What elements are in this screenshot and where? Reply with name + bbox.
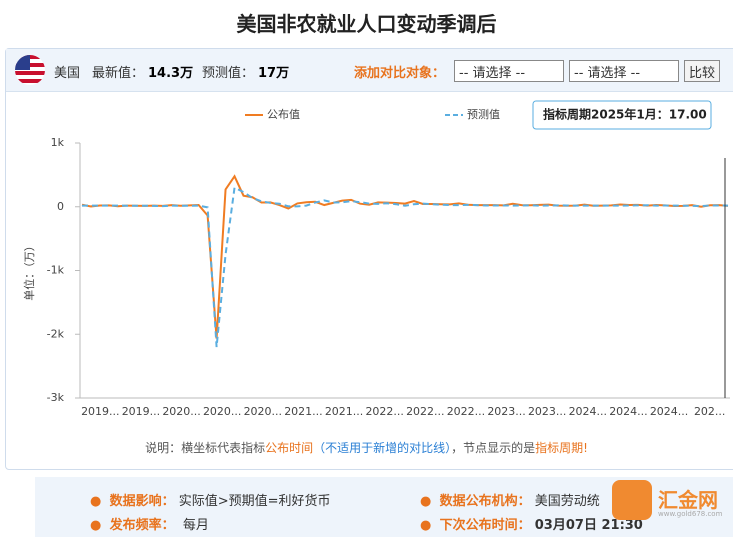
y-tick-label: 1k xyxy=(51,136,65,149)
compare-label: 添加对比对象： xyxy=(354,66,446,81)
x-tick-label: 2019... xyxy=(81,405,119,418)
data-line xyxy=(81,186,729,348)
note-text: 公布时间 xyxy=(265,441,314,455)
panel xyxy=(5,48,733,470)
y-tick-label: -1k xyxy=(47,264,65,277)
x-tick-label: 2024... xyxy=(569,405,607,418)
info-label: 发布频率： xyxy=(109,518,175,533)
note: 说明：横坐标代表指标公布时间（不适用于新增的对比线），节点显示的是指标周期! xyxy=(0,439,733,456)
tooltip: 指标周期2025年1月：17.00 xyxy=(543,107,707,122)
x-tick-label: 2022... xyxy=(447,405,485,418)
x-tick-label: 2021... xyxy=(325,405,363,418)
tooltip-box xyxy=(532,100,712,130)
x-tick-label: 2021... xyxy=(284,405,322,418)
x-tick-label: 2022... xyxy=(406,405,444,418)
info-value: 每月 xyxy=(182,518,209,533)
y-tick-label: -2k xyxy=(47,327,65,340)
info-value: 实际值>预期值=利好货币 xyxy=(178,494,331,509)
page-title: 美国非农就业人口变动季调后 xyxy=(236,12,497,36)
forecast-label: 预测值： xyxy=(202,66,255,81)
note-text: 说明：横坐标代表指标 xyxy=(145,441,266,455)
logo-icon xyxy=(612,480,652,520)
latest-label: 最新值： xyxy=(92,66,145,81)
info-label: 数据影响： xyxy=(109,494,175,509)
flag xyxy=(15,55,45,85)
logo-url: www.gold678.com xyxy=(658,510,723,518)
x-tick-label: 2023... xyxy=(528,405,566,418)
country: 美国 xyxy=(54,66,81,81)
compare-button[interactable]: 比较 xyxy=(684,60,721,82)
x-tick-label: 2022... xyxy=(365,405,403,418)
logo-name: 汇金网 xyxy=(658,488,718,512)
note-text: （不适用于新增的对比线） xyxy=(313,441,452,455)
select[interactable]: -- 请选择 -- xyxy=(454,60,564,82)
legend-label: 公布值 xyxy=(267,108,300,121)
y-tick-label: -3k xyxy=(47,391,65,404)
x-tick-label: 2024... xyxy=(650,405,688,418)
note-text: ，节点显示的是 xyxy=(451,441,536,455)
info-value: 03月07日 21:30 xyxy=(534,518,643,533)
legend-label: 预测值 xyxy=(467,108,500,121)
info-value: 美国劳动统 xyxy=(534,494,600,509)
header-bar: 美国 最新值： 14.3万 预测值： 17万 添加对比对象： -- 请选择 --… xyxy=(6,49,733,92)
data-line xyxy=(81,174,729,339)
x-tick-label: 202... xyxy=(694,405,726,418)
x-tick-label: 2020... xyxy=(203,405,241,418)
info-label: 下次公布时间： xyxy=(439,518,531,533)
note-text: 指标周期! xyxy=(535,441,588,455)
latest-value: 14.3万 xyxy=(148,66,194,81)
x-tick-label: 2024... xyxy=(609,405,647,418)
x-tick-label: 2020... xyxy=(244,405,282,418)
y-axis-label: 单位：（万） xyxy=(22,240,36,301)
x-tick-label: 2019... xyxy=(122,405,160,418)
x-tick-label: 2023... xyxy=(487,405,525,418)
select[interactable]: -- 请选择 -- xyxy=(569,60,679,82)
x-tick-label: 2020... xyxy=(162,405,200,418)
y-tick-label: 0 xyxy=(57,200,64,213)
info-label: 数据公布机构： xyxy=(439,494,531,509)
forecast-value: 17万 xyxy=(258,66,290,81)
